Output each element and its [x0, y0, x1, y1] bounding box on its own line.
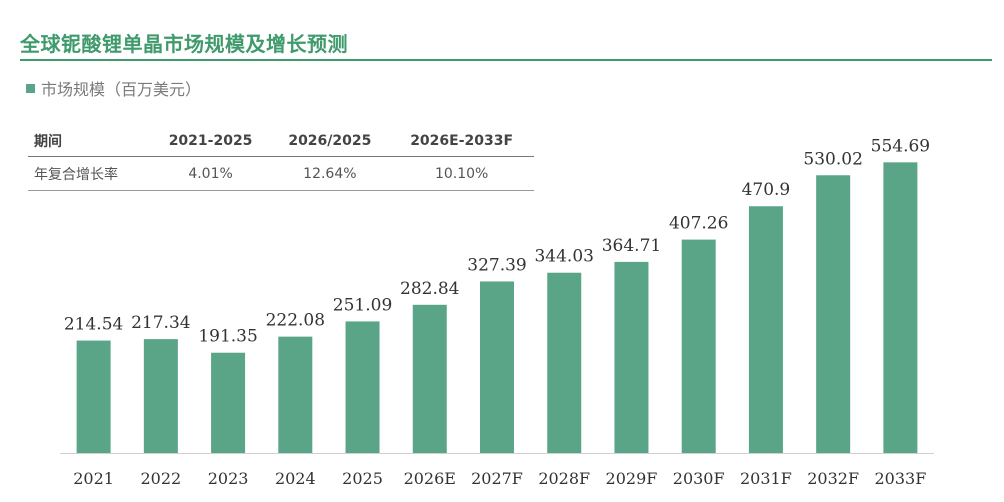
- data-label-2021: 214.54: [64, 315, 123, 335]
- bar-2026E: [412, 304, 447, 453]
- bar-2029F: [614, 261, 649, 453]
- table-cell-metric: 年复合增长率: [34, 167, 118, 183]
- x-tick-label-2031F: 2031F: [740, 469, 792, 488]
- legend-label: 市场规模（百万美元）: [41, 80, 202, 99]
- table-header-period: 期间: [34, 134, 62, 150]
- x-tick-label-2030F: 2030F: [673, 469, 725, 488]
- table-header-2026-2025: 2026/2025: [288, 133, 372, 149]
- data-label-2031F: 470.9: [742, 180, 791, 200]
- x-tick-label-2033F: 2033F: [874, 469, 926, 488]
- cagr-table: 期间 2021-2025 2026/2025 2026E-2033F 年复合增长…: [28, 125, 534, 191]
- data-label-2022: 217.34: [131, 313, 190, 333]
- data-label-2026E: 282.84: [400, 279, 459, 299]
- x-tick-label-2028F: 2028F: [538, 469, 590, 488]
- bar-2027F: [480, 281, 514, 453]
- x-tick-label-2029F: 2029F: [606, 469, 658, 488]
- bar-2030F: [681, 239, 716, 453]
- legend: 市场规模（百万美元）: [26, 76, 201, 100]
- table-header-2026e-2033f: 2026E-2033F: [410, 133, 514, 149]
- x-tick-label-2025: 2025: [342, 469, 383, 488]
- data-label-2025: 251.09: [333, 295, 392, 315]
- title-divider: [20, 59, 992, 61]
- x-tick-label-2032F: 2032F: [807, 469, 859, 488]
- bar-2028F: [547, 272, 582, 453]
- table-cell-value: 12.64%: [303, 166, 357, 182]
- table-cell-value: 4.01%: [188, 166, 233, 182]
- data-label-2027F: 327.39: [467, 255, 526, 275]
- bar-2025: [345, 321, 380, 453]
- bar-2032F: [816, 175, 851, 453]
- bar-2031F: [748, 206, 783, 453]
- table-header-2021-2025: 2021-2025: [168, 133, 253, 149]
- x-tick-label-2026E: 2026E: [404, 469, 456, 488]
- table-header-row: 期间 2021-2025 2026/2025 2026E-2033F: [28, 125, 534, 157]
- table-row: 年复合增长率 4.01% 12.64% 10.10%: [28, 157, 534, 191]
- x-tick-label-2022: 2022: [140, 469, 181, 488]
- bar-2024: [278, 336, 313, 453]
- x-tick-label-2027F: 2027F: [471, 469, 523, 488]
- x-tick-label-2024: 2024: [275, 469, 316, 488]
- data-label-2033F: 554.69: [871, 136, 930, 156]
- chart-title: 全球铌酸锂单晶市场规模及增长预测: [20, 32, 348, 56]
- legend-swatch: [26, 83, 35, 93]
- data-label-2032F: 530.02: [803, 149, 862, 169]
- x-tick-label-2023: 2023: [208, 469, 249, 488]
- data-label-2029F: 364.71: [602, 236, 661, 256]
- data-label-2023: 191.35: [198, 327, 257, 347]
- bar-2033F: [883, 162, 918, 453]
- x-tick-label-2021: 2021: [73, 469, 114, 488]
- table-cell-value: 10.10%: [434, 166, 489, 182]
- bar-2021: [76, 340, 111, 453]
- data-label-2030F: 407.26: [669, 214, 728, 234]
- bar-2023: [211, 352, 246, 453]
- data-label-2028F: 344.03: [534, 247, 593, 267]
- bar-2022: [143, 339, 178, 453]
- data-label-2024: 222.08: [266, 311, 325, 331]
